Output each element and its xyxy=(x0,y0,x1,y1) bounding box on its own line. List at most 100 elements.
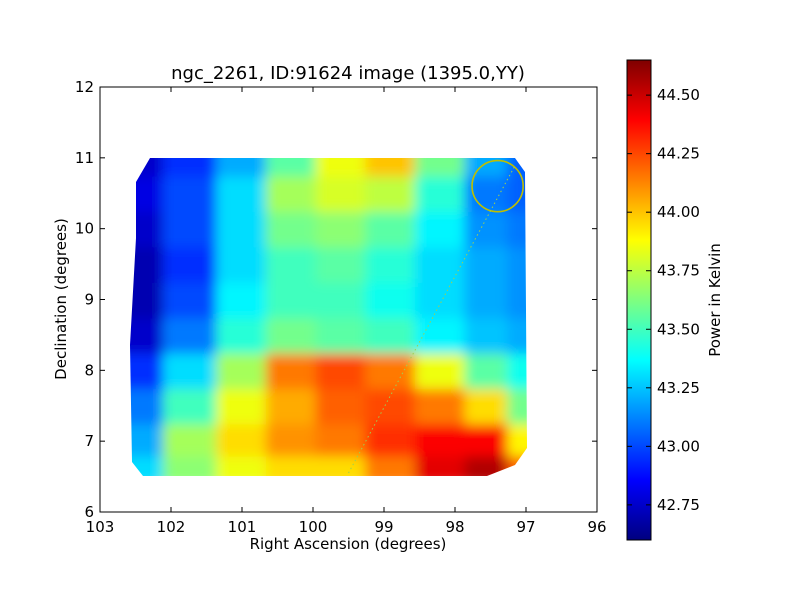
heatmap-cell xyxy=(507,209,527,248)
colorbar-tick-label: 44.50 xyxy=(657,86,700,104)
heatmap-cell xyxy=(414,454,467,476)
colorbar-tick-label: 43.50 xyxy=(657,320,700,338)
heatmap-cell xyxy=(216,158,268,177)
heatmap-cell xyxy=(315,422,368,457)
heatmap-cell xyxy=(365,245,417,283)
heatmap-cell xyxy=(265,245,318,283)
heatmap-cell xyxy=(414,316,467,354)
heatmap-cell xyxy=(414,209,467,248)
heatmap-cell xyxy=(507,245,527,283)
heatmap-cell xyxy=(162,158,219,177)
heatmap-cell xyxy=(265,174,318,212)
x-tick-label: 100 xyxy=(299,518,328,536)
heatmap-cell xyxy=(507,316,527,354)
heatmap-cell xyxy=(130,280,165,319)
heatmap-cell xyxy=(216,351,268,390)
y-tick-label: 7 xyxy=(84,432,94,450)
heatmap-cell xyxy=(464,245,510,283)
heatmap-cell xyxy=(414,158,467,177)
heatmap-cell xyxy=(365,174,417,212)
heatmap-cell xyxy=(464,316,510,354)
heatmap-cell xyxy=(162,174,219,212)
heatmap-cell xyxy=(315,280,368,319)
colorbar-tick-label: 43.75 xyxy=(657,262,700,280)
x-tick-label: 101 xyxy=(228,518,257,536)
heatmap-cell xyxy=(507,351,527,390)
heatmap-cell xyxy=(130,387,165,425)
field-circle-marker xyxy=(471,159,524,213)
heatmap-cell xyxy=(265,351,318,390)
heatmap-cell xyxy=(507,174,527,212)
colorbar-tick-label: 44.00 xyxy=(657,203,700,221)
x-axis-label: Right Ascension (degrees) xyxy=(250,535,447,553)
heatmap-cell xyxy=(464,422,510,457)
heatmap-cell xyxy=(265,387,318,425)
heatmap-cell xyxy=(162,422,219,457)
y-tick-label: 8 xyxy=(84,361,94,379)
heatmap-cell xyxy=(365,158,417,177)
colorbar-tick-label: 44.25 xyxy=(657,145,700,163)
heatmap-cell xyxy=(365,209,417,248)
heatmap-cell xyxy=(315,245,368,283)
chart-title: ngc_2261, ID:91624 image (1395.0,YY) xyxy=(171,63,525,84)
heatmap-cell xyxy=(315,387,368,425)
heatmap-cell xyxy=(216,316,268,354)
heatmap-cell xyxy=(414,174,467,212)
y-axis-label: Declination (degrees) xyxy=(52,218,70,380)
heatmap-cell xyxy=(365,454,417,476)
colorbar-tick-label: 43.25 xyxy=(657,379,700,397)
x-tick-label: 102 xyxy=(157,518,186,536)
heatmap-cell xyxy=(162,454,219,476)
heatmap-cell xyxy=(216,422,268,457)
heatmap-cell xyxy=(365,351,417,390)
heatmap-cell xyxy=(265,280,318,319)
heatmap-cell xyxy=(414,422,467,457)
y-tick-label: 9 xyxy=(84,291,94,309)
heatmap-cell xyxy=(216,454,268,476)
heatmap-cell xyxy=(414,351,467,390)
heatmap-cell xyxy=(265,454,318,476)
colorbar-tick-label: 43.00 xyxy=(657,437,700,455)
heatmap-cell xyxy=(130,316,165,354)
heatmap-cell xyxy=(365,280,417,319)
heatmap-cell xyxy=(162,245,219,283)
heatmap-cell xyxy=(507,422,527,457)
heatmap-cell xyxy=(414,387,467,425)
x-tick-label: 96 xyxy=(587,518,606,536)
heatmap-cells xyxy=(130,158,527,476)
heatmap-cell xyxy=(265,158,318,177)
x-tick-label: 103 xyxy=(86,518,115,536)
x-tick-label: 99 xyxy=(374,518,393,536)
heatmap-cell xyxy=(315,316,368,354)
heatmap-cell xyxy=(130,351,165,390)
heatmap-group xyxy=(130,158,527,476)
heatmap-cell xyxy=(162,387,219,425)
heatmap-cell xyxy=(265,316,318,354)
y-axis: 6 7 8 9 10 11 12 xyxy=(75,78,597,521)
x-tick-label: 98 xyxy=(445,518,464,536)
heatmap-cell xyxy=(130,245,165,283)
heatmap-cell xyxy=(464,280,510,319)
x-tick-label: 97 xyxy=(516,518,535,536)
heatmap-cell xyxy=(414,245,467,283)
heatmap-cell xyxy=(315,158,368,177)
heatmap-cell xyxy=(464,351,510,390)
heatmap-cell xyxy=(162,316,219,354)
x-axis: 103 102 101 100 99 98 97 96 xyxy=(86,87,607,536)
heatmap-cell xyxy=(315,454,368,476)
heatmap-cell xyxy=(216,387,268,425)
y-tick-label: 10 xyxy=(75,220,94,238)
y-tick-label: 11 xyxy=(75,149,94,167)
heatmap-cell xyxy=(216,245,268,283)
heatmap-cell xyxy=(464,174,510,212)
y-tick-label: 12 xyxy=(75,78,94,96)
heatmap-cell xyxy=(507,387,527,425)
colorbar xyxy=(626,59,652,541)
heatmap-cell xyxy=(507,280,527,319)
heatmap-cell xyxy=(315,209,368,248)
heatmap-cell xyxy=(414,280,467,319)
heatmap-cell xyxy=(162,280,219,319)
heatmap-cell xyxy=(265,209,318,248)
heatmap-cell xyxy=(464,387,510,425)
heatmap-cell xyxy=(216,280,268,319)
